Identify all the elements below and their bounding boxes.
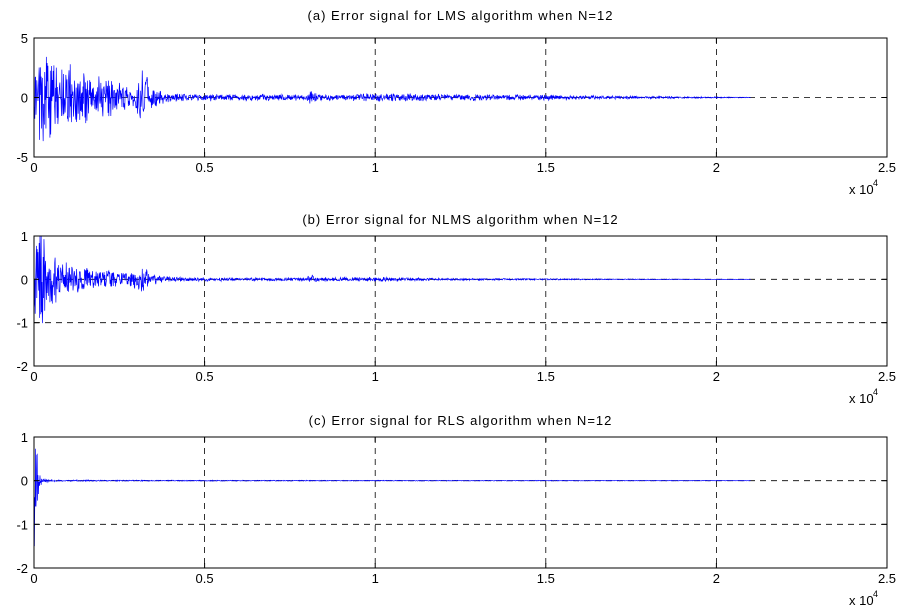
subplot-1: (b) Error signal for NLMS algorithm when…: [16, 212, 896, 406]
x-multiplier-exponent: 4: [873, 178, 878, 188]
error-signal-line: [33, 56, 751, 142]
x-tick-label: 0.5: [196, 369, 214, 384]
x-tick-label: 2: [713, 571, 720, 586]
y-tick-label: -2: [16, 359, 28, 374]
error-signal-line: [33, 448, 751, 547]
axes-box: [33, 436, 888, 569]
x-tick-label: 0.5: [196, 571, 214, 586]
y-tick-label: 1: [21, 430, 28, 445]
x-multiplier-label: x 10: [849, 391, 874, 406]
chart-title: (c) Error signal for RLS algorithm when …: [309, 413, 613, 428]
subplot-2: (c) Error signal for RLS algorithm when …: [16, 413, 896, 608]
x-tick-label: 2.5: [878, 571, 896, 586]
y-tick-label: -1: [16, 517, 28, 532]
x-tick-label: 1.5: [537, 160, 555, 175]
y-tick-label: 0: [21, 91, 28, 106]
y-tick-label: 1: [21, 229, 28, 244]
x-tick-label: 0: [30, 369, 37, 384]
y-tick-label: -1: [16, 316, 28, 331]
x-tick-label: 2.5: [878, 160, 896, 175]
x-multiplier-label: x 10: [849, 182, 874, 197]
x-tick-label: 0: [30, 571, 37, 586]
x-tick-label: 2: [713, 160, 720, 175]
x-tick-label: 1: [372, 369, 379, 384]
chart-title: (a) Error signal for LMS algorithm when …: [308, 8, 614, 23]
x-multiplier-exponent: 4: [873, 589, 878, 599]
x-multiplier-label: x 10: [849, 593, 874, 608]
axes-box: [33, 235, 888, 367]
x-tick-label: 2.5: [878, 369, 896, 384]
error-signal-line: [33, 235, 751, 324]
y-tick-label: 0: [21, 474, 28, 489]
y-tick-label: -2: [16, 561, 28, 576]
subplot-0: (a) Error signal for LMS algorithm when …: [16, 8, 896, 197]
x-tick-label: 0: [30, 160, 37, 175]
y-tick-label: -5: [16, 150, 28, 165]
y-tick-label: 5: [21, 31, 28, 46]
x-tick-label: 1.5: [537, 369, 555, 384]
y-tick-label: 0: [21, 272, 28, 287]
x-tick-label: 1: [372, 571, 379, 586]
chart-title: (b) Error signal for NLMS algorithm when…: [302, 212, 618, 227]
x-multiplier-exponent: 4: [873, 387, 878, 397]
x-tick-label: 0.5: [196, 160, 214, 175]
x-tick-label: 1: [372, 160, 379, 175]
x-tick-label: 2: [713, 369, 720, 384]
x-tick-label: 1.5: [537, 571, 555, 586]
